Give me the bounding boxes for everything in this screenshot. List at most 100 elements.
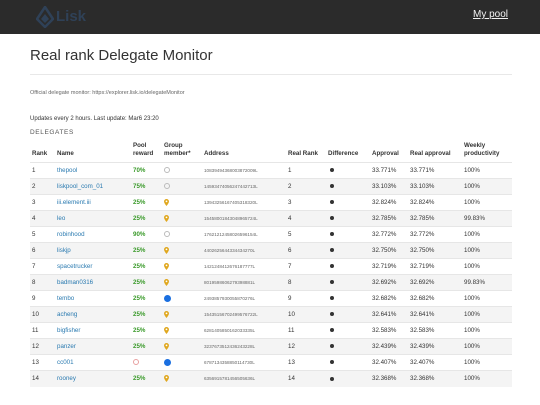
approval-cell: 33.103% (370, 178, 408, 195)
real-approval-cell: 32.641% (408, 306, 462, 323)
address-cell: 6281405850162033335L (202, 322, 286, 339)
weekly-productivity-cell: 100% (462, 322, 512, 339)
col-approval[interactable]: Approval (372, 150, 399, 157)
approval-cell: 32.439% (370, 338, 408, 355)
group-empty-icon (164, 167, 170, 174)
group-member-cell (162, 162, 202, 179)
lisk-logo[interactable]: Lisk (36, 6, 96, 28)
table-row[interactable]: 1 thepool 70% 10839494368003872009L 1 33.771%… (30, 162, 512, 179)
pool-reward-cell: 25% (131, 194, 162, 211)
no-change-dot-icon (330, 312, 334, 317)
delegate-name-link[interactable]: cc001 (55, 354, 131, 371)
delegate-name-link[interactable]: thepool (55, 162, 131, 179)
pool-reward-cell: 25% (131, 338, 162, 355)
no-change-dot-icon (330, 296, 334, 301)
pool-reward-cell: 70% (131, 162, 162, 179)
no-change-dot-icon (330, 200, 334, 205)
real-rank-cell: 14 (286, 370, 326, 387)
delegate-name-link[interactable]: leo (55, 210, 131, 227)
delegate-name-link[interactable]: rooney (55, 370, 131, 387)
table-row[interactable]: 3 iii.element.iii 25% 13943256167405318320L… (30, 194, 512, 211)
group-member-cell (162, 210, 202, 227)
reward-empty-icon (133, 359, 139, 366)
col-address[interactable]: Address (204, 150, 229, 157)
delegate-name-link[interactable]: tembo (55, 290, 131, 307)
my-pool-link[interactable]: My pool (472, 9, 508, 20)
table-row[interactable]: 8 badman0316 25% 8019598606279398881L 8 32.69… (30, 274, 512, 291)
col-real-approval[interactable]: Real approval (410, 150, 451, 157)
delegate-name-link[interactable]: spacetrucker (55, 258, 131, 275)
table-row[interactable]: 6 liskjp 25% 4402625644334434270L 6 32.750% 32… (30, 242, 512, 259)
col-name[interactable]: Name (57, 150, 74, 157)
delegate-name-link[interactable]: badman0316 (55, 274, 131, 291)
table-row[interactable]: 12 panzer 25% 3237673512436243228L 12 32.439%… (30, 338, 512, 355)
difference-cell (326, 338, 370, 355)
pool-reward-value: 25% (133, 263, 146, 270)
address-cell: 10839494368003872009L (202, 162, 286, 179)
pool-reward-value: 25% (133, 343, 146, 350)
table-row[interactable]: 7 spacetrucker 25% 1421248412676187777L 7 32.… (30, 258, 512, 275)
pool-reward-cell: 90% (131, 226, 162, 243)
table-row[interactable]: 10 acheng 25% 15435156702499576722L 10 32.641… (30, 306, 512, 323)
col-difference[interactable]: Difference (328, 150, 359, 157)
logo-text: Lisk (56, 8, 87, 25)
delegate-name-link[interactable]: acheng (55, 306, 131, 323)
rank-cell: 5 (30, 226, 55, 243)
table-row[interactable]: 5 robinhood 90% 17621212458026596154L 5 32.77… (30, 226, 512, 243)
delegate-name-link[interactable]: panzer (55, 338, 131, 355)
col-rank[interactable]: Rank (32, 150, 48, 157)
approval-cell: 32.719% (370, 258, 408, 275)
col-pool-reward[interactable]: Pool reward (133, 142, 154, 157)
real-rank-cell: 6 (286, 242, 326, 259)
table-row[interactable]: 9 tembo 25% 2493857930055870276L 9 32.682% 32.… (30, 290, 512, 307)
rank-cell: 6 (30, 242, 55, 259)
update-info: Updates every 2 hours. Last update: Mar6… (30, 116, 159, 122)
delegate-name-link[interactable]: robinhood (55, 226, 131, 243)
real-approval-cell: 32.682% (408, 290, 462, 307)
col-real-rank[interactable]: Real Rank (288, 150, 318, 157)
delegate-name-link[interactable]: liskpool_com_01 (55, 178, 131, 195)
rank-cell: 8 (30, 274, 55, 291)
difference-cell (326, 290, 370, 307)
map-pin-icon (164, 262, 169, 270)
rank-cell: 9 (30, 290, 55, 307)
pool-reward-cell: 75% (131, 178, 162, 195)
table-row[interactable]: 4 leo 25% 15458001843048965724L 4 32.785% 32.7… (30, 210, 512, 227)
real-approval-cell: 32.439% (408, 338, 462, 355)
real-approval-cell: 32.785% (408, 210, 462, 227)
delegates-table-body: 1 thepool 70% 10839494368003872009L 1 33.771%… (30, 162, 512, 387)
col-weekly[interactable]: Weekly productivity (464, 142, 500, 157)
delegate-name-link[interactable]: iii.element.iii (55, 194, 131, 211)
real-rank-cell: 10 (286, 306, 326, 323)
pool-reward-cell (131, 354, 162, 371)
col-group-member[interactable]: Group member* (164, 142, 191, 157)
table-row[interactable]: 14 rooney 25% 6356915781456505636L 14 32.368%… (30, 370, 512, 387)
real-approval-cell: 32.719% (408, 258, 462, 275)
table-row[interactable]: 11 bigfisher 25% 6281405850162033335L 11 32.5… (30, 322, 512, 339)
table-row[interactable]: 2 liskpool_com_01 75% 14593474056247442713L… (30, 178, 512, 195)
real-approval-cell: 32.772% (408, 226, 462, 243)
weekly-productivity-cell: 99.83% (462, 274, 512, 291)
pool-reward-cell: 25% (131, 322, 162, 339)
weekly-productivity-cell: 100% (462, 242, 512, 259)
group-member-cell (162, 258, 202, 275)
table-row[interactable]: 13 cc001 6787134358850114730L 13 32.407% 32.4… (30, 354, 512, 371)
approval-cell: 32.692% (370, 274, 408, 291)
real-approval-cell: 32.407% (408, 354, 462, 371)
delegate-name-link[interactable]: liskjp (55, 242, 131, 259)
pool-reward-value: 75% (133, 183, 146, 190)
group-empty-icon (164, 231, 170, 238)
section-heading: DELEGATES (30, 129, 74, 136)
difference-cell (326, 258, 370, 275)
weekly-productivity-cell: 100% (462, 370, 512, 387)
pool-reward-value: 25% (133, 199, 146, 206)
real-approval-cell: 32.583% (408, 322, 462, 339)
map-pin-icon (164, 310, 169, 318)
pool-reward-value: 25% (133, 375, 146, 383)
address-cell: 2493857930055870276L (202, 290, 286, 307)
delegate-name-link[interactable]: bigfisher (55, 322, 131, 339)
group-member-dot-icon (164, 358, 171, 366)
weekly-productivity-cell: 99.83% (462, 210, 512, 227)
real-approval-cell: 33.103% (408, 178, 462, 195)
address-cell: 8019598606279398881L (202, 274, 286, 291)
